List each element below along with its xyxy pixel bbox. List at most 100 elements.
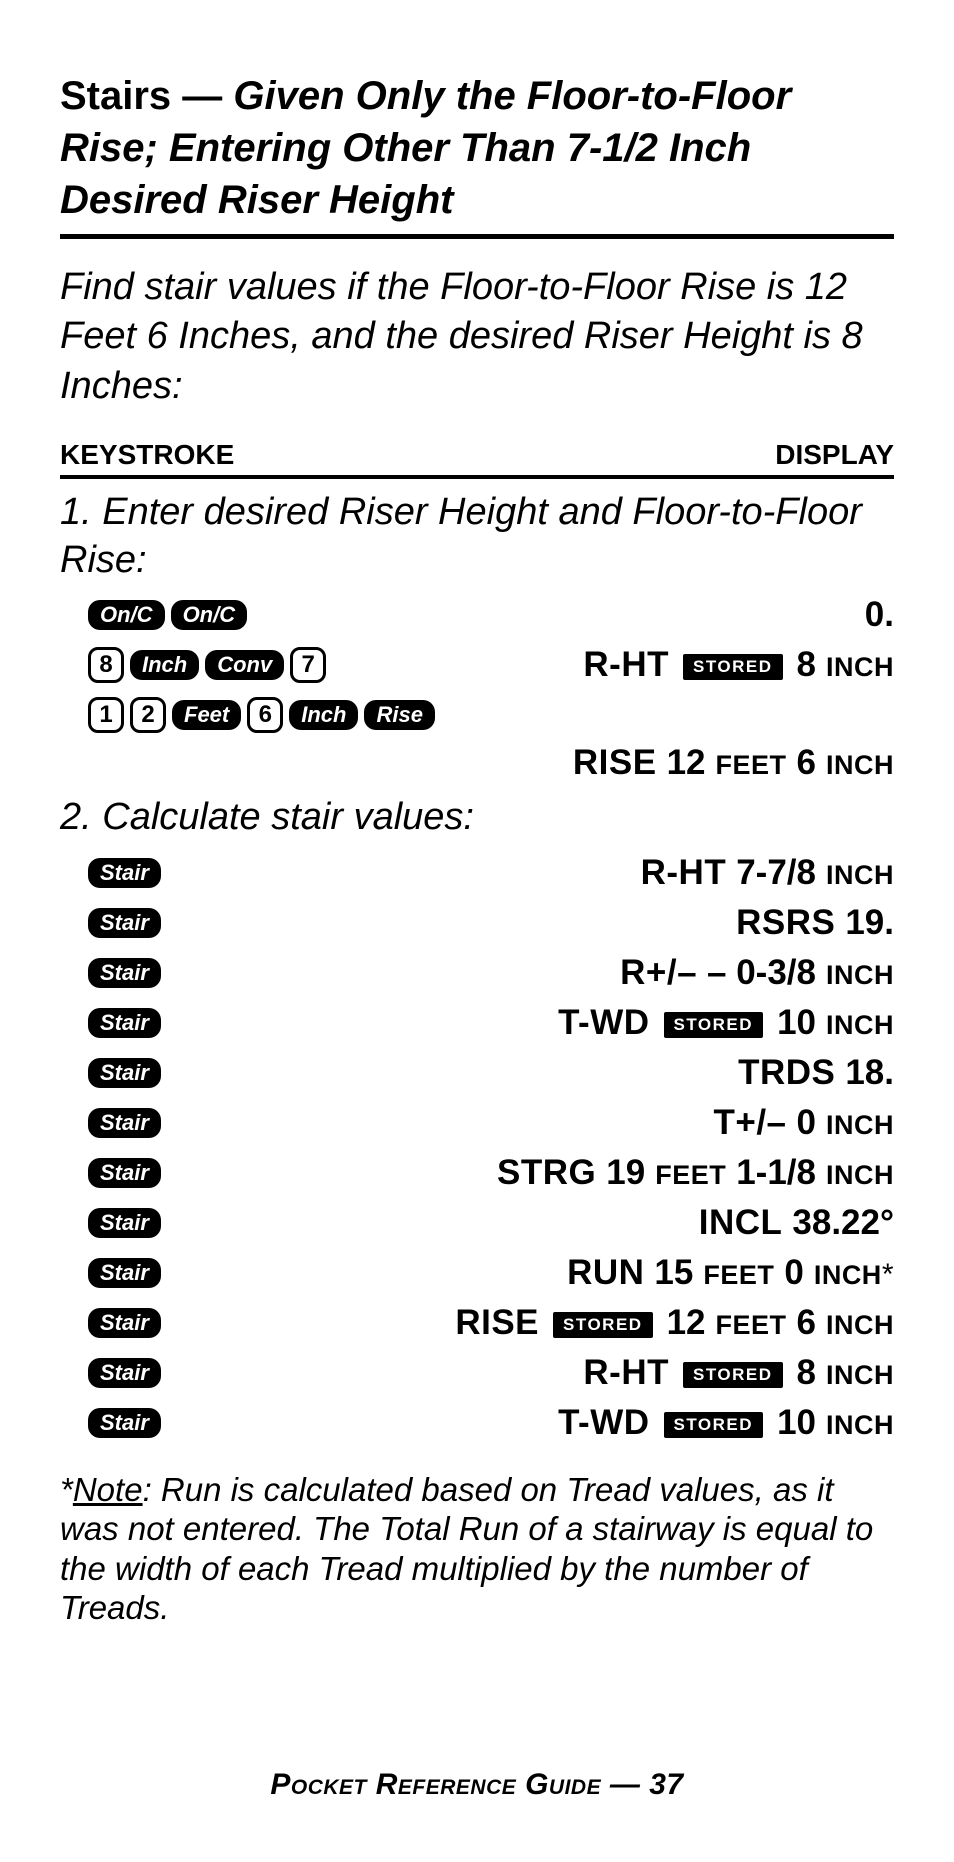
display-label: STRG: [497, 1153, 596, 1193]
digit-1-key: 1: [88, 697, 124, 733]
stair-key: Stair: [88, 1008, 161, 1038]
digit-2-key: 2: [130, 697, 166, 733]
display-unit: INCH: [826, 960, 894, 991]
display-cell: TRDS 18.: [738, 1053, 894, 1093]
keystroke-cell: Stair: [60, 1008, 161, 1038]
intro-text: Find stair values if the Floor-to-Floor …: [60, 263, 894, 411]
display-unit: FEET: [716, 750, 787, 781]
keystroke-cell: Stair: [60, 1308, 161, 1338]
footer-text: Pocket Reference Guide — 37: [270, 1768, 683, 1801]
display-value: 1-1/8: [736, 1153, 816, 1193]
footnote-text: : Run is calculated based on Tread value…: [60, 1471, 873, 1627]
display-unit: FEET: [716, 1310, 787, 1341]
step-2-text: 2. Calculate stair values:: [60, 794, 894, 842]
page-title: Stairs — Given Only the Floor-to-Floor R…: [60, 70, 894, 239]
stored-badge: STORED: [683, 654, 783, 680]
display-label: R-HT: [583, 645, 669, 685]
keystroke-row: Stair RISE STORED 12 FEET 6 INCH: [60, 1298, 894, 1348]
display-label: R-HT: [641, 853, 727, 893]
display-unit: FEET: [703, 1260, 774, 1291]
display-value: 6: [797, 743, 816, 783]
keystroke-row: Stair STRG 19 FEET 1-1/8 INCH: [60, 1148, 894, 1198]
keystroke-cell: 1 2 Feet 6 Inch Rise: [60, 697, 435, 733]
keystroke-cell: On/C On/C: [60, 600, 247, 630]
display-cell: RISE 12 FEET 6 INCH: [573, 743, 894, 783]
footnote-label: Note: [73, 1471, 143, 1508]
display-unit: INCH: [826, 1360, 894, 1391]
display-cell: R-HT STORED 8 INCH: [583, 645, 894, 685]
display-value: 19: [606, 1153, 645, 1193]
keystroke-cell: 8 Inch Conv 7: [60, 647, 326, 683]
digit-7-key: 7: [290, 647, 326, 683]
display-cell: INCL 38.22°: [699, 1203, 894, 1243]
display-value: 12: [667, 743, 706, 783]
stair-key: Stair: [88, 1358, 161, 1388]
display-cell: R+/– – 0-3/8 INCH: [620, 953, 894, 993]
display-value: 7-7/8: [736, 853, 816, 893]
digit-6-key: 6: [247, 697, 283, 733]
keystroke-row: Stair RUN 15 FEET 0 INCH*: [60, 1248, 894, 1298]
display-value: 8: [797, 645, 816, 685]
stair-key: Stair: [88, 1308, 161, 1338]
display-value: 18.: [845, 1053, 894, 1093]
keystroke-cell: Stair: [60, 1258, 161, 1288]
feet-key: Feet: [172, 700, 241, 730]
keystroke-cell: Stair: [60, 1358, 161, 1388]
display-value: 12: [667, 1303, 706, 1343]
display-continuation: RISE 12 FEET 6 INCH: [60, 738, 894, 788]
keystroke-cell: Stair: [60, 1208, 161, 1238]
display-cell: STRG 19 FEET 1-1/8 INCH: [497, 1153, 894, 1193]
stair-key: Stair: [88, 1208, 161, 1238]
display-label: RUN: [567, 1253, 644, 1293]
stair-key: Stair: [88, 858, 161, 888]
step-1-text: 1. Enter desired Riser Height and Floor-…: [60, 489, 894, 584]
keystroke-row: Stair T-WD STORED 10 INCH: [60, 998, 894, 1048]
keystroke-row: Stair R-HT STORED 8 INCH: [60, 1348, 894, 1398]
display-cell: T-WD STORED 10 INCH: [558, 1403, 894, 1443]
keystroke-cell: Stair: [60, 958, 161, 988]
display-cell: R-HT STORED 8 INCH: [583, 1353, 894, 1393]
display-unit: INCH: [826, 1160, 894, 1191]
conv-key: Conv: [205, 650, 284, 680]
keystroke-row: On/C On/C 0.: [60, 590, 894, 640]
keystroke-row: Stair T-WD STORED 10 INCH: [60, 1398, 894, 1448]
display-label: T-WD: [558, 1003, 649, 1043]
stair-key: Stair: [88, 908, 161, 938]
table-header: KEYSTROKE DISPLAY: [60, 439, 894, 479]
display-label: INCL: [699, 1203, 783, 1243]
display-unit: INCH: [826, 1410, 894, 1441]
keystroke-row: Stair R-HT 7-7/8 INCH: [60, 848, 894, 898]
page-footer: Pocket Reference Guide — 37: [0, 1768, 954, 1802]
display-unit: INCH: [826, 1010, 894, 1041]
inch-key: Inch: [289, 700, 358, 730]
keystroke-row: Stair TRDS 18.: [60, 1048, 894, 1098]
display-value: 6: [797, 1303, 816, 1343]
stair-key: Stair: [88, 1058, 161, 1088]
display-label: RISE: [573, 743, 657, 783]
keystroke-cell: Stair: [60, 1408, 161, 1438]
stored-badge: STORED: [553, 1312, 653, 1338]
keystroke-cell: Stair: [60, 1158, 161, 1188]
display-cell: T-WD STORED 10 INCH: [558, 1003, 894, 1043]
rise-key: Rise: [364, 700, 434, 730]
title-prefix: Stairs —: [60, 74, 233, 118]
digit-8-key: 8: [88, 647, 124, 683]
keystroke-row: Stair T+/– 0 INCH: [60, 1098, 894, 1148]
unit-text: INCH: [814, 1260, 882, 1290]
display-value: 8: [797, 1353, 816, 1393]
keystroke-row: 1 2 Feet 6 Inch Rise: [60, 690, 894, 740]
keystroke-row: Stair RSRS 19.: [60, 898, 894, 948]
keystroke-cell: Stair: [60, 1058, 161, 1088]
display-cell: T+/– 0 INCH: [714, 1103, 894, 1143]
stored-badge: STORED: [683, 1362, 783, 1388]
display-value: 10: [777, 1403, 816, 1443]
display-unit: INCH: [826, 750, 894, 781]
keystroke-cell: Stair: [60, 1108, 161, 1138]
keystroke-cell: Stair: [60, 858, 161, 888]
display-value: 38.22°: [792, 1203, 894, 1243]
stair-key: Stair: [88, 1158, 161, 1188]
display-value: 19.: [845, 903, 894, 943]
inch-key: Inch: [130, 650, 199, 680]
display-label: R+/–: [620, 953, 697, 993]
onc-key: On/C: [171, 600, 248, 630]
